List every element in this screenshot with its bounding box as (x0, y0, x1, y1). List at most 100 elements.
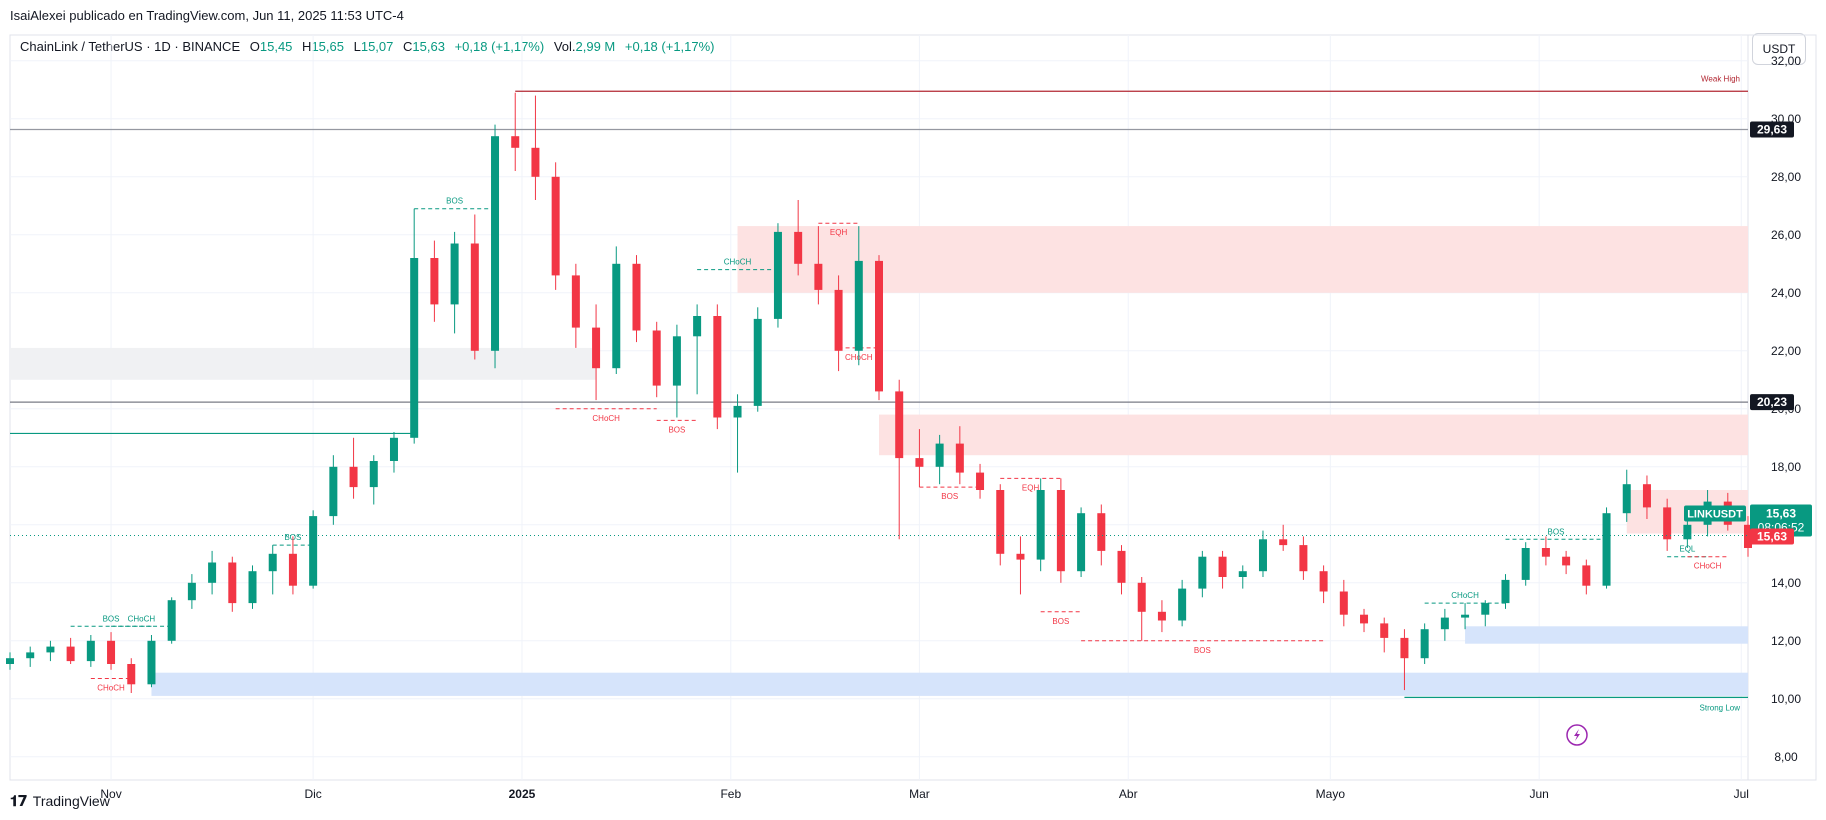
candle-body (773, 231, 782, 319)
candle-body (167, 600, 176, 641)
last-price-label: 15,63 (1757, 530, 1787, 544)
candle-body (1663, 507, 1672, 540)
candle-body (794, 231, 803, 264)
x-tick-label: Mar (909, 787, 930, 801)
x-tick-label: Feb (720, 787, 741, 801)
x-tick-label: Abr (1119, 787, 1138, 801)
structure-label: CHoCH (128, 614, 156, 623)
candle-body (1097, 513, 1106, 551)
y-tick-label: 8,00 (1774, 750, 1798, 764)
volume-label: Vol. (553, 39, 576, 54)
structure-label: EQH (830, 228, 848, 237)
y-tick-label: 22,00 (1771, 344, 1801, 358)
chart-frame (9, 34, 1817, 781)
candle-body (592, 327, 601, 369)
symbol-title[interactable]: ChainLink / TetherUS · 1D · BINANCE (20, 39, 241, 54)
structure-label: CHoCH (1451, 591, 1479, 600)
candle-body (814, 263, 823, 290)
candle-body (1036, 490, 1045, 560)
candle-body (531, 147, 540, 177)
volume-change: +0,18 (+1,17%) (624, 39, 715, 54)
y-tick-label: 14,00 (1771, 576, 1801, 590)
candle-body (1642, 484, 1651, 508)
candle-body (1339, 591, 1348, 615)
price-badge (1750, 394, 1794, 411)
candle-body (733, 405, 742, 418)
ohlc-high: H15,65 (302, 39, 344, 54)
candle-body (713, 316, 722, 418)
candle-body (1178, 588, 1187, 621)
candle-body (955, 443, 964, 473)
x-tick-label: Dic (304, 787, 321, 801)
candle-body (1016, 553, 1025, 560)
structure-label: BOS (1052, 617, 1069, 626)
y-tick-label: 24,00 (1771, 286, 1801, 300)
candle-body (309, 516, 318, 586)
x-tick-label: Jul (1734, 787, 1749, 801)
structure-label: CHoCH (97, 684, 125, 693)
currency-button[interactable]: USDT (1752, 33, 1806, 65)
candle-body (389, 437, 398, 461)
y-tick-label: 28,00 (1771, 170, 1801, 184)
candle-body (1319, 571, 1328, 592)
candle-body (1481, 603, 1490, 615)
candle-body (632, 263, 641, 331)
y-tick-label: 10,00 (1771, 692, 1801, 706)
candle-body (895, 391, 904, 459)
candle-body (1521, 548, 1530, 580)
ohlc-close: C15,63 (403, 39, 445, 54)
ohlc-open: O15,45 (249, 39, 293, 54)
candle-body (187, 582, 196, 601)
candle-body (875, 260, 883, 392)
candle-body (976, 472, 985, 490)
supply-zone (879, 414, 1748, 456)
candle-body (693, 316, 702, 337)
candle-body (935, 443, 944, 467)
demand-zone (1465, 626, 1748, 644)
candle-body (127, 664, 136, 685)
candle-body (369, 461, 378, 488)
price-badge (1750, 121, 1794, 138)
candle-body (268, 553, 277, 572)
current-price-label: 15,63 (1766, 507, 1796, 521)
candle-body (1622, 484, 1631, 514)
level-label-weak_high: Weak High (1701, 74, 1740, 83)
candle-body (571, 275, 580, 328)
candle-body (854, 260, 863, 351)
structure-label: BOS (668, 425, 685, 434)
candle-body (26, 652, 35, 659)
tradingview-logo[interactable]: 𝟏𝟳 TradingView (10, 792, 110, 810)
candle-body (1117, 550, 1126, 583)
candle-body (834, 289, 843, 351)
candle-body (46, 646, 55, 653)
structure-label: BOS (1548, 527, 1565, 536)
structure-label: CHoCH (1694, 562, 1722, 571)
structure-label: BOS (103, 614, 120, 623)
demand-zone (151, 672, 1749, 696)
price-badge-label: 29,63 (1757, 123, 1787, 137)
x-tick-label: Jun (1529, 787, 1548, 801)
candle-body (1440, 617, 1449, 630)
candle-body (1602, 513, 1611, 586)
last-price-badge (1750, 528, 1794, 545)
candle-body (1056, 490, 1065, 572)
y-tick-label: 18,00 (1771, 460, 1801, 474)
candle-body (1501, 579, 1510, 604)
candle-body (551, 176, 560, 276)
symbol-badge-label: LINKUSDT (1687, 509, 1743, 521)
candle-body (1238, 571, 1247, 577)
candle-body (1461, 614, 1470, 618)
neutral-zone (10, 347, 597, 380)
candle-body (208, 562, 217, 583)
structure-label: EQL (1679, 545, 1696, 554)
candle-body (652, 330, 661, 386)
candle-body (1198, 556, 1207, 589)
candle-body (1077, 513, 1086, 572)
structure-label: BOS (941, 492, 958, 501)
y-tick-label: 32,00 (1771, 54, 1801, 68)
candle-body (1157, 611, 1166, 621)
candle-body (6, 658, 14, 664)
structure-label: CHoCH (592, 414, 620, 423)
candle-body (329, 466, 338, 517)
